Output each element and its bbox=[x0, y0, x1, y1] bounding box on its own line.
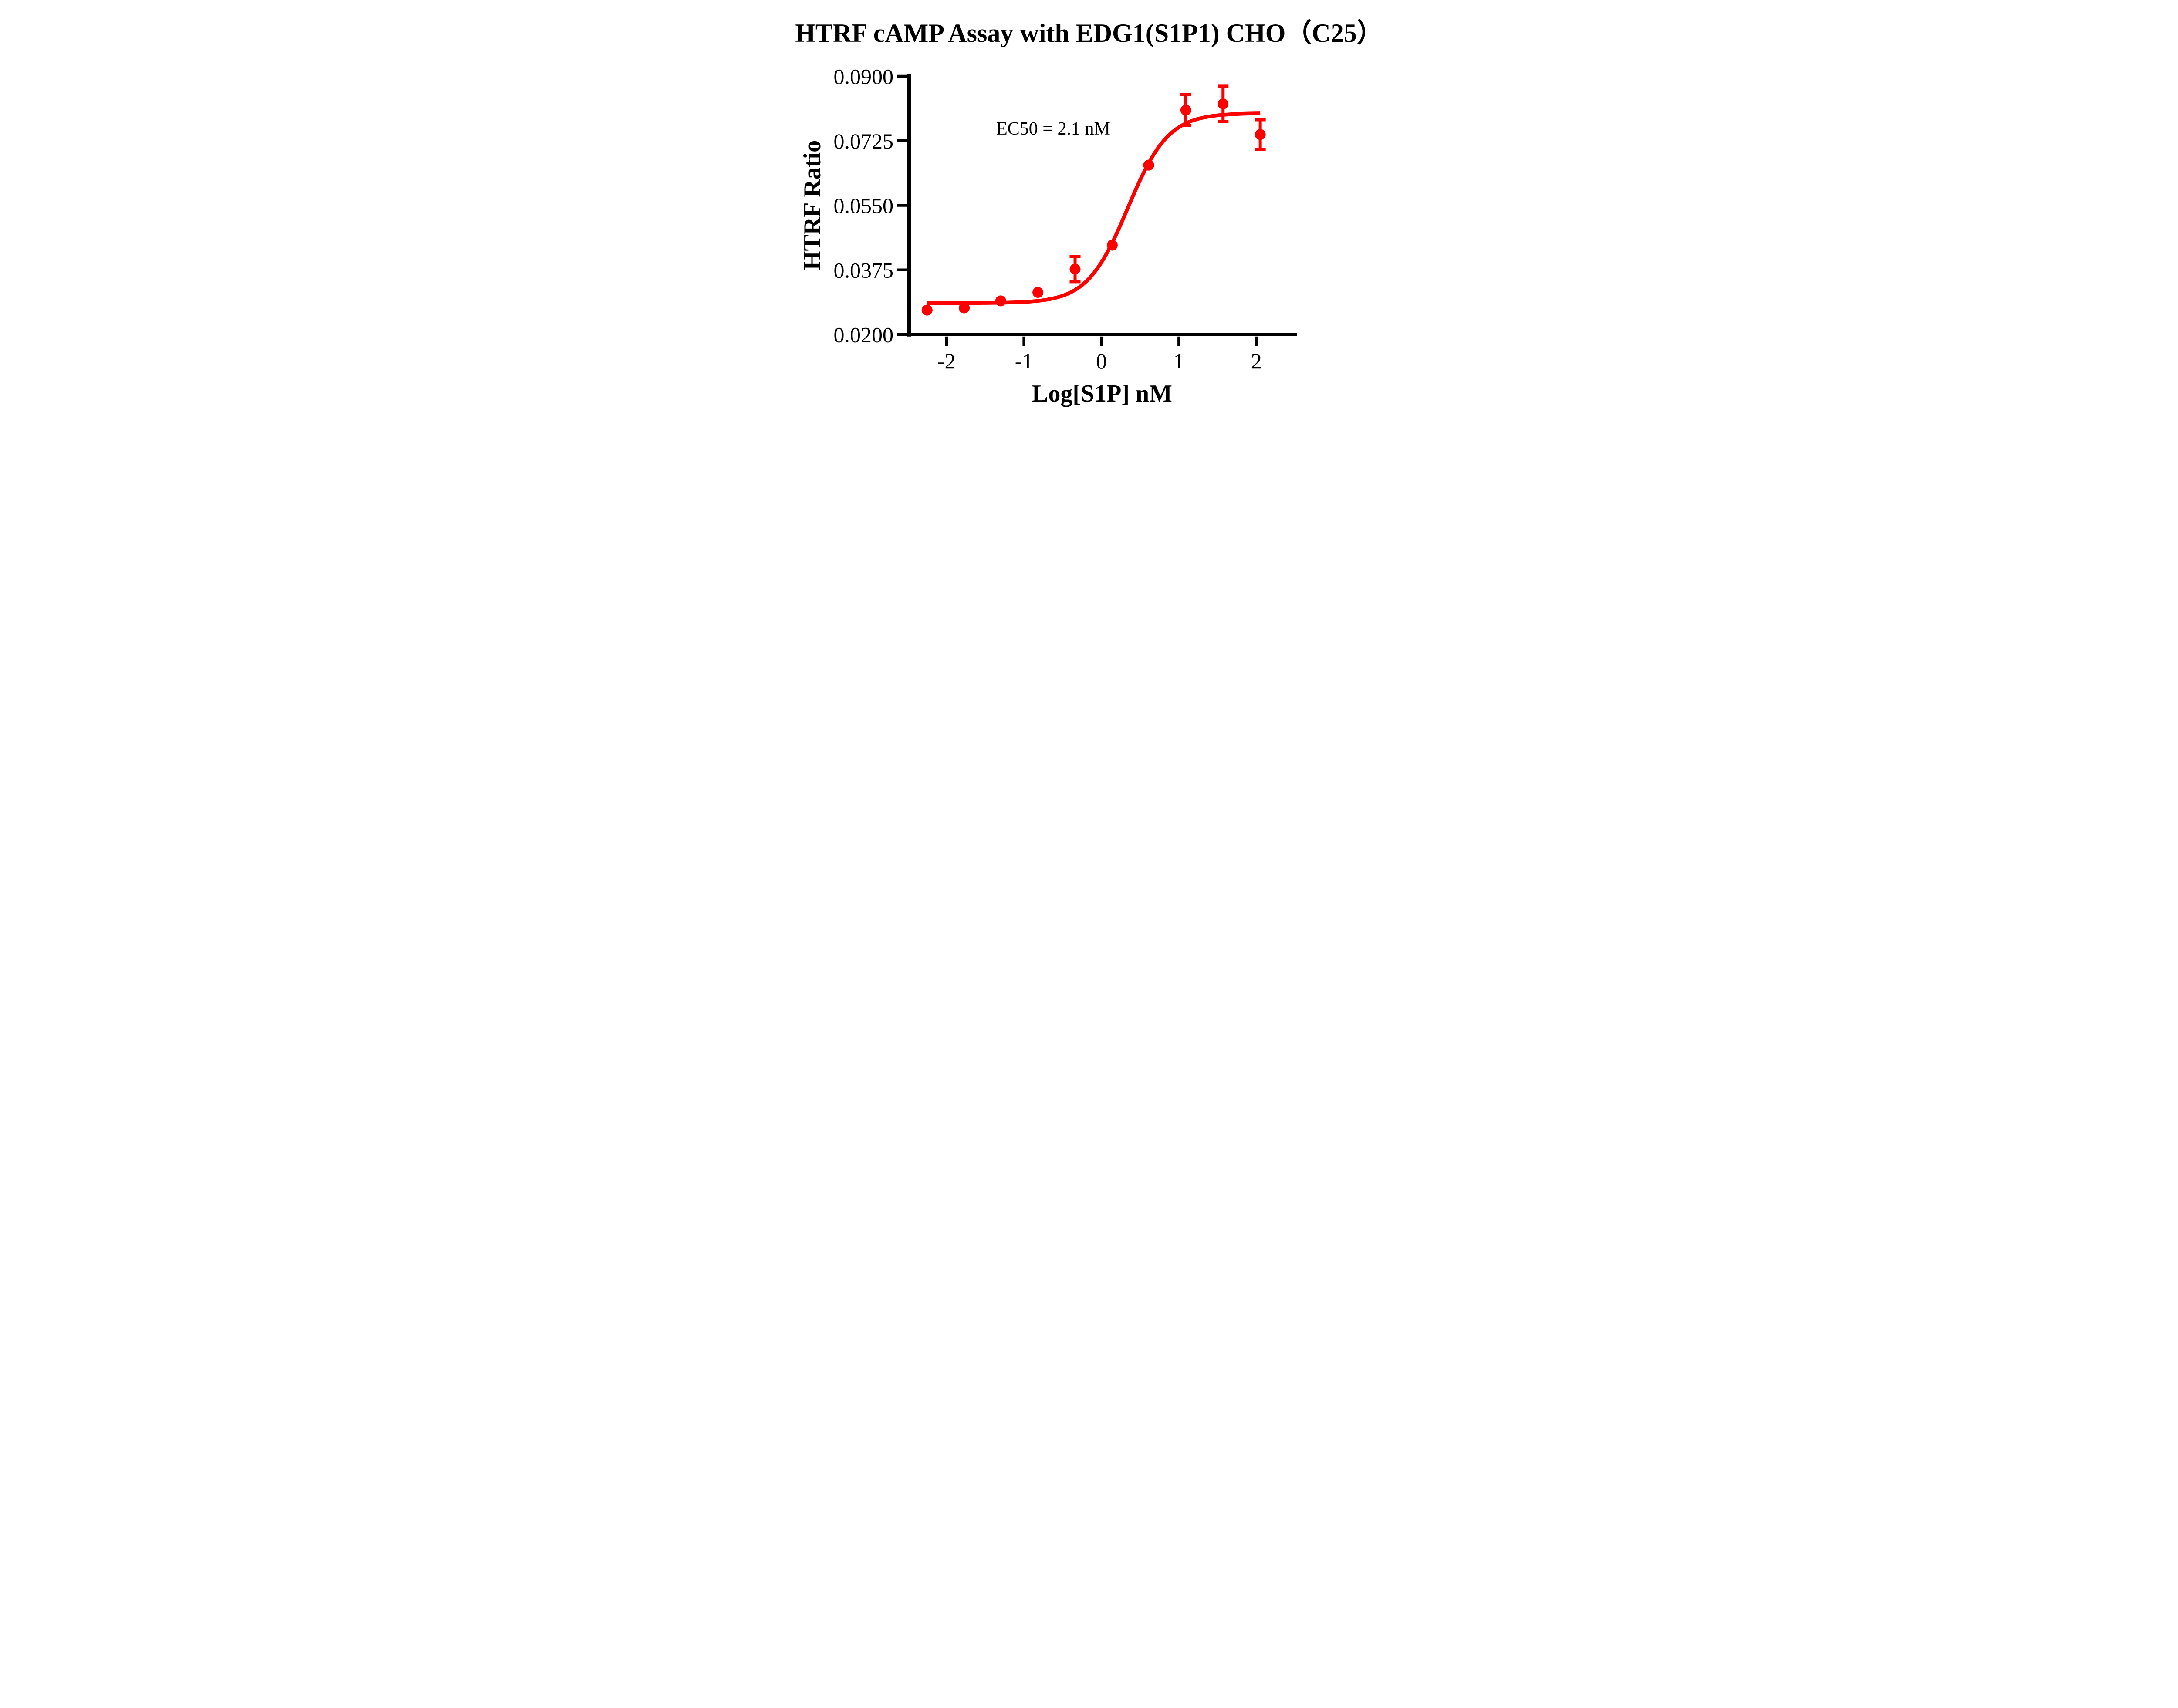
y-tick bbox=[897, 139, 907, 142]
y-tick bbox=[897, 268, 907, 272]
y-tick-label: 0.0725 bbox=[834, 129, 894, 153]
x-tick bbox=[945, 336, 948, 346]
data-point bbox=[1106, 240, 1118, 251]
fit-curve-line bbox=[927, 111, 1261, 305]
ec50-annotation: EC50 = 2.1 nM bbox=[996, 119, 1110, 139]
x-tick bbox=[1177, 336, 1180, 346]
x-axis-line bbox=[907, 333, 1297, 336]
data-point bbox=[959, 302, 970, 314]
x-tick-label: -2 bbox=[937, 349, 956, 373]
chart-title: HTRF cAMP Assay with EDG1(S1P1) CHO（C25） bbox=[795, 18, 1383, 47]
x-tick-label: -1 bbox=[1015, 349, 1033, 373]
data-point bbox=[1069, 263, 1081, 275]
data-point bbox=[995, 295, 1006, 307]
x-tick bbox=[1022, 336, 1025, 346]
fit-curve-layer bbox=[927, 111, 1261, 305]
y-tick bbox=[897, 333, 907, 336]
tick-marks bbox=[897, 74, 1258, 346]
y-tick bbox=[897, 74, 907, 78]
x-tick-label: 0 bbox=[1096, 349, 1107, 373]
y-tick-label: 0.0375 bbox=[834, 258, 894, 282]
axes bbox=[907, 74, 1297, 337]
data-point bbox=[1255, 129, 1266, 140]
data-point bbox=[921, 304, 933, 316]
x-tick-label: 2 bbox=[1251, 349, 1262, 373]
data-point bbox=[1143, 159, 1154, 171]
x-axis-title: Log[S1P] nM bbox=[1032, 380, 1172, 407]
tick-labels: 0.0900 0.0725 0.0550 0.0375 0.0200 -2 -1 0 1 2 bbox=[834, 64, 1262, 374]
y-tick-label: 0.0900 bbox=[834, 64, 894, 89]
data-point bbox=[1180, 105, 1191, 116]
y-tick-label: 0.0200 bbox=[834, 323, 894, 347]
chart-figure: HTRF cAMP Assay with EDG1(S1P1) CHO（C25）… bbox=[779, 0, 1399, 427]
data-points-layer bbox=[921, 84, 1266, 316]
y-axis-line bbox=[907, 74, 911, 337]
y-axis-title: HTRF Ratio bbox=[799, 140, 826, 270]
y-tick bbox=[897, 204, 907, 207]
data-point bbox=[1032, 287, 1044, 298]
y-tick-label: 0.0550 bbox=[834, 193, 894, 218]
data-point bbox=[1218, 98, 1229, 110]
x-tick bbox=[1100, 336, 1103, 346]
x-tick bbox=[1255, 336, 1258, 346]
x-tick-label: 1 bbox=[1174, 349, 1184, 373]
dose-response-chart: HTRF cAMP Assay with EDG1(S1P1) CHO（C25）… bbox=[779, 0, 1399, 427]
